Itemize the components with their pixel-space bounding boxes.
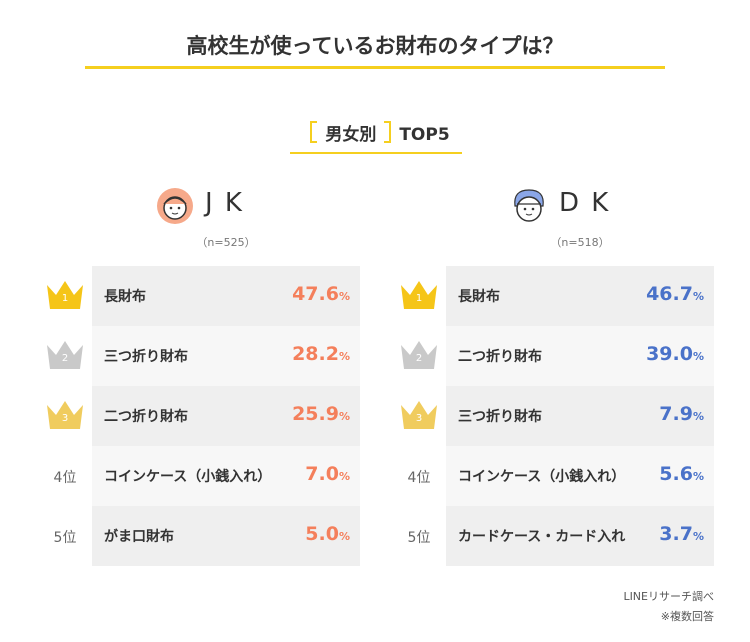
rank-label: 5位 <box>407 530 431 546</box>
rank-number: 2 <box>415 353 423 364</box>
subtitle-label: 男女別 <box>325 125 377 145</box>
value-number: 46.7 <box>646 283 693 305</box>
item-value: 3.7% <box>659 523 704 545</box>
value-number: 7.0 <box>305 463 339 485</box>
item-name: 二つ折り財布 <box>104 409 188 425</box>
title: 高校生が使っているお財布のタイプは？ <box>186 34 564 58</box>
crown-icon <box>47 401 83 429</box>
item-value: 47.6% <box>292 283 350 305</box>
ranking-row: 長財布 47.6% <box>92 266 360 326</box>
ranking-row: 長財布 46.7% <box>446 266 714 326</box>
sample-size: （n=518） <box>550 236 610 249</box>
item-value: 39.0% <box>646 343 704 365</box>
face-icon <box>157 188 193 224</box>
item-name: コインケース（小銭入れ） <box>458 469 626 485</box>
item-value: 5.0% <box>305 523 350 545</box>
item-value: 7.0% <box>305 463 350 485</box>
value-number: 3.7 <box>659 523 693 545</box>
item-value: 25.9% <box>292 403 350 425</box>
subtitle-suffix: TOP5 <box>399 125 450 145</box>
value-number: 5.6 <box>659 463 693 485</box>
ranking-row: 二つ折り財布 39.0% <box>446 326 714 386</box>
crown-icon <box>401 341 437 369</box>
item-value: 7.9% <box>659 403 704 425</box>
note: ※複数回答 <box>660 610 714 623</box>
ranking-row: コインケース（小銭入れ） 7.0% <box>92 446 360 506</box>
value-unit: % <box>338 470 350 483</box>
rank-label: 4位 <box>407 470 431 486</box>
crown-icon <box>401 281 437 309</box>
crown-icon <box>401 401 437 429</box>
item-value: 28.2% <box>292 343 350 365</box>
rank-number: 1 <box>61 293 69 304</box>
subtitle: 男女別 TOP5 <box>290 120 462 145</box>
rank-label: 5位 <box>53 530 77 546</box>
rank-number: 1 <box>415 293 423 304</box>
value-number: 5.0 <box>305 523 339 545</box>
title-underline <box>85 66 665 69</box>
value-number: 28.2 <box>292 343 339 365</box>
ranking-row: カードケース・カード入れ 3.7% <box>446 506 714 566</box>
item-name: 三つ折り財布 <box>104 349 188 365</box>
item-value: 46.7% <box>646 283 704 305</box>
rank-number: 3 <box>61 413 69 424</box>
crown-icon <box>47 281 83 309</box>
value-unit: % <box>338 410 350 423</box>
item-name: カードケース・カード入れ <box>458 529 626 545</box>
value-unit: % <box>692 410 704 423</box>
crown-icon <box>47 341 83 369</box>
ranking-row: 三つ折り財布 7.9% <box>446 386 714 446</box>
sample-size: （n=525） <box>196 236 256 249</box>
panel-name: D K <box>559 188 611 218</box>
value-unit: % <box>692 470 704 483</box>
ranking-row: 三つ折り財布 28.2% <box>92 326 360 386</box>
value-number: 25.9 <box>292 403 339 425</box>
panel-name: J K <box>205 188 244 218</box>
subtitle-underline <box>290 152 462 154</box>
item-name: 二つ折り財布 <box>458 349 542 365</box>
face-icon <box>514 189 544 222</box>
item-name: 長財布 <box>458 289 500 305</box>
source: LINEリサーチ調べ <box>623 590 714 603</box>
value-unit: % <box>338 530 350 543</box>
value-unit: % <box>692 350 704 363</box>
ranking-row: コインケース（小銭入れ） 5.6% <box>446 446 714 506</box>
value-unit: % <box>692 290 704 303</box>
value-unit: % <box>692 530 704 543</box>
item-name: コインケース（小銭入れ） <box>104 469 272 485</box>
value-unit: % <box>338 290 350 303</box>
value-number: 39.0 <box>646 343 693 365</box>
rank-label: 4位 <box>53 470 77 486</box>
item-name: 三つ折り財布 <box>458 409 542 425</box>
value-unit: % <box>338 350 350 363</box>
value-number: 7.9 <box>659 403 693 425</box>
rank-number: 3 <box>415 413 423 424</box>
item-name: がま口財布 <box>104 529 174 545</box>
rank-number: 2 <box>61 353 69 364</box>
ranking-row: がま口財布 5.0% <box>92 506 360 566</box>
value-number: 47.6 <box>292 283 339 305</box>
ranking-row: 二つ折り財布 25.9% <box>92 386 360 446</box>
item-name: 長財布 <box>104 289 146 305</box>
item-value: 5.6% <box>659 463 704 485</box>
